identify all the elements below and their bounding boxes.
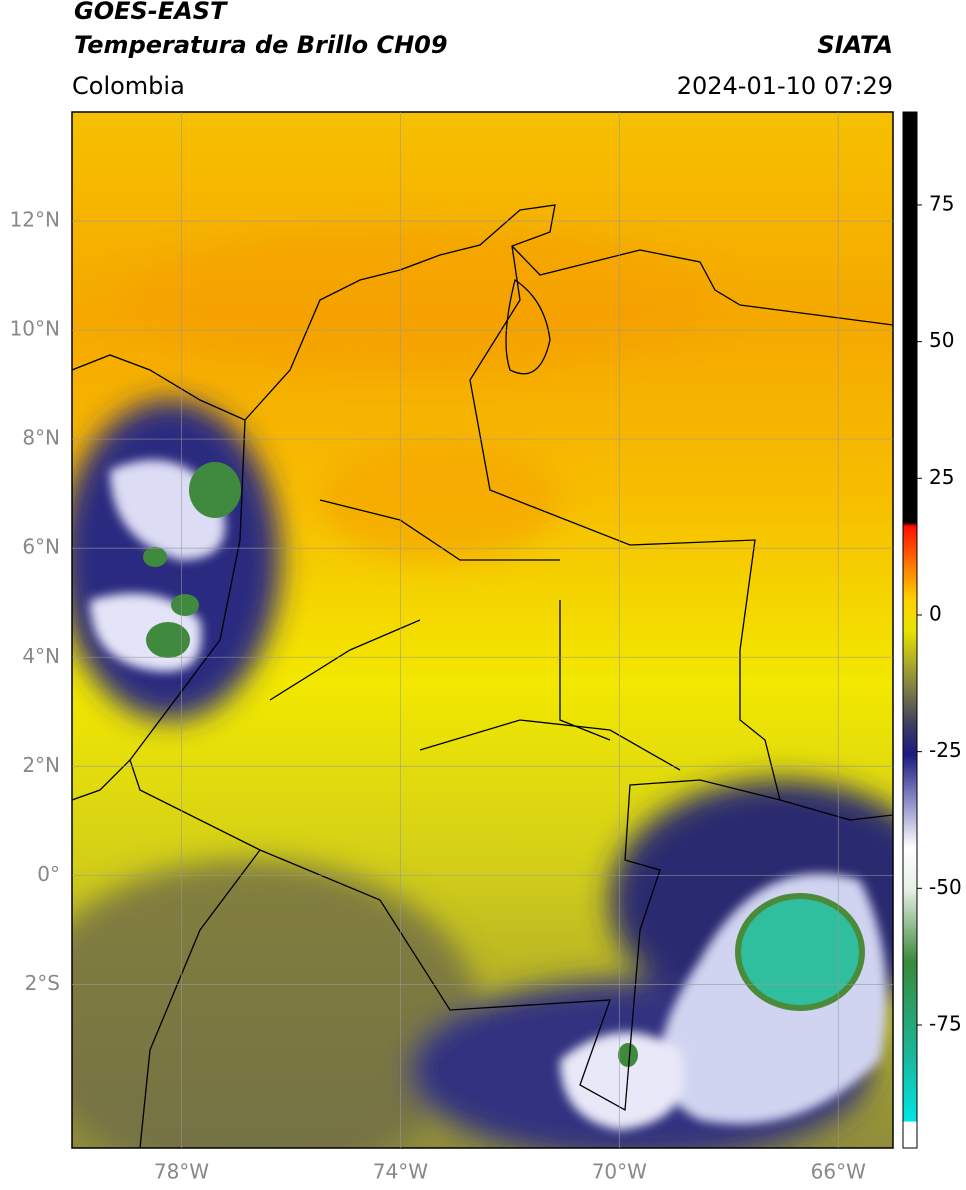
y-tick-label: 6°N [22, 535, 60, 559]
region: Colombia [72, 72, 185, 100]
colorbar [902, 111, 918, 1149]
colorbar-tick-label: -25 [929, 738, 962, 762]
colorbar-tick-label: -75 [929, 1011, 962, 1035]
colorbar-tick-label: 0 [929, 601, 942, 625]
y-tick-label: 10°N [10, 317, 60, 341]
satellite-image [72, 112, 893, 1148]
y-tick-label: 2°S [25, 971, 60, 995]
x-tick-label: 78°W [154, 1160, 209, 1184]
title: GOES-EAST [74, 0, 228, 25]
datetime: 2024-01-10 07:29 [677, 72, 893, 100]
y-tick-label: 12°N [10, 208, 60, 232]
y-tick-label: 0° [37, 862, 60, 886]
x-tick-label: 66°W [811, 1160, 866, 1184]
y-tick-label: 2°N [22, 753, 60, 777]
colorbar-tick-label: -50 [929, 875, 962, 899]
x-tick-label: 74°W [373, 1160, 428, 1184]
source: SIATA [817, 31, 893, 59]
colorbar-tick-label: 25 [929, 465, 954, 489]
colorbar-tick-label: 50 [929, 328, 954, 352]
colorbar-tick-label: 75 [929, 191, 954, 215]
x-tick-label: 70°W [592, 1160, 647, 1184]
map-frame [71, 111, 894, 1149]
y-tick-label: 4°N [22, 644, 60, 668]
y-tick-label: 8°N [22, 426, 60, 450]
subtitle: Temperatura de Brillo CH09 [74, 31, 448, 59]
